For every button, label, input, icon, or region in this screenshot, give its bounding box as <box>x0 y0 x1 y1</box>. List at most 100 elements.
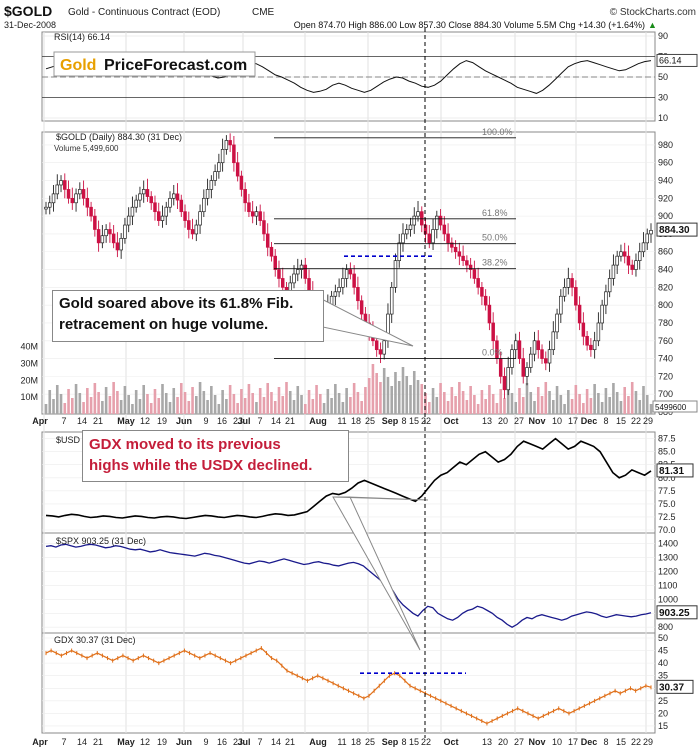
volume-bar <box>97 392 100 414</box>
volume-bar <box>172 388 176 414</box>
spx-title: $SPX 903.25 (31 Dec) <box>56 536 146 546</box>
gold-candle-body <box>592 340 597 351</box>
volume-bar <box>499 389 502 414</box>
x-tick-label-top: Jun <box>176 416 192 426</box>
x-tick-label-top: 8 <box>603 416 608 426</box>
fib-label: 61.8% <box>482 208 508 218</box>
gold-candle-body <box>115 242 120 251</box>
volume-bar <box>345 388 348 414</box>
volume-bar <box>48 390 52 414</box>
gold-tick-label: 840 <box>658 265 673 275</box>
gold-candle-body <box>55 184 60 195</box>
volume-bar <box>93 383 97 414</box>
gold-candle-body <box>547 349 552 364</box>
x-tick-label-bottom: 9 <box>203 737 208 747</box>
volume-bar <box>210 386 213 414</box>
spx-tick-label: 1200 <box>658 566 678 576</box>
volume-bar <box>619 401 623 414</box>
fib-label: 100.0% <box>482 127 513 137</box>
volume-bar <box>315 385 318 414</box>
volume-last-label: 5499600 <box>655 403 687 412</box>
volume-bar <box>608 397 611 414</box>
gold-candle-body <box>551 331 556 351</box>
volume-bar <box>202 391 206 414</box>
volume-bar <box>548 391 551 414</box>
volume-bar <box>450 387 454 414</box>
rsi-title: RSI(14) 66.14 <box>54 32 110 42</box>
x-tick-label-top: 20 <box>498 416 508 426</box>
gdx-annotation-box: GDX moved to its previous highs while th… <box>82 430 349 482</box>
gdx-annotation-pointer-2 <box>332 496 429 501</box>
x-tick-label-bottom: 7 <box>61 737 66 747</box>
gdx-tick-label: 15 <box>658 721 668 731</box>
gold-candle-body <box>581 322 586 337</box>
gold-candle-body <box>232 144 236 164</box>
x-tick-label-bottom: 22 <box>631 737 641 747</box>
volume-bar <box>379 382 382 414</box>
x-tick-label-top: 12 <box>140 416 150 426</box>
gdx-panel-frame <box>41 632 656 734</box>
gold-annotation-box: Gold soared above its 61.8% Fib. retrace… <box>52 290 324 342</box>
gold-candle-body <box>619 251 623 257</box>
gold-candle-body <box>435 215 439 230</box>
gold-candle-body <box>374 340 379 351</box>
volume-bar <box>146 394 149 414</box>
volume-bar <box>514 402 518 414</box>
gold-candle-body <box>213 171 217 181</box>
gold-candle-body <box>175 193 180 201</box>
x-tick-label-bottom: 23 <box>233 737 243 747</box>
x-tick-label-top: Sep <box>382 416 399 426</box>
volume-bar <box>525 383 529 414</box>
gold-panel-frame <box>41 131 656 415</box>
gold-candle-body <box>540 349 544 359</box>
gold-candle-body <box>194 224 199 235</box>
usd-tick-label: 72.5 <box>658 512 676 522</box>
x-tick-label-top: Dec <box>581 416 598 426</box>
gold-candle-body <box>341 278 345 288</box>
volume-bar <box>198 382 202 414</box>
gold-candle-body <box>104 229 108 237</box>
volume-bar <box>311 399 315 414</box>
volume-bar <box>521 397 525 414</box>
gold-candle-body <box>153 202 157 213</box>
gold-candle-body <box>250 211 255 217</box>
gold-candle-body <box>66 189 71 199</box>
gold-candle-body <box>44 206 48 210</box>
gold-candle-body <box>352 273 356 288</box>
gold-candle-body <box>480 287 484 297</box>
gold-candle-body <box>344 269 349 279</box>
spx-tick-label: 1000 <box>658 594 678 604</box>
gold-candle-body <box>453 246 458 253</box>
gold-candle-body <box>228 140 232 146</box>
volume-bar <box>645 395 649 414</box>
volume-bar <box>127 395 130 414</box>
volume-bar <box>123 386 127 414</box>
spx-line <box>45 543 652 628</box>
volume-bar <box>195 396 198 414</box>
gold-tick-label: 780 <box>658 318 673 328</box>
volume-bar <box>292 400 296 414</box>
gold-candle-body <box>187 220 191 230</box>
volume-bar <box>281 396 285 414</box>
gold-candle-body <box>138 193 142 201</box>
volume-bar <box>476 404 480 414</box>
gold-candle-body <box>337 287 341 293</box>
gold-candle-body <box>566 278 571 288</box>
gold-candle-body <box>634 260 638 270</box>
gold-candle-body <box>389 287 394 315</box>
volume-bar <box>108 396 112 414</box>
gold-candle-body <box>450 242 454 248</box>
volume-bar <box>435 397 439 414</box>
gold-candle-body <box>126 215 131 226</box>
gold-tick-label: 740 <box>658 354 673 364</box>
usd-tick-label: 80.0 <box>658 473 676 483</box>
x-tick-label-bottom: Nov <box>528 737 545 747</box>
volume-bar <box>544 382 548 414</box>
gold-candle-body <box>217 162 221 172</box>
gold-tick-label: 900 <box>658 211 673 221</box>
volume-bar <box>266 383 270 414</box>
gold-candle-body <box>190 229 195 235</box>
x-tick-label-bottom: 15 <box>409 737 419 747</box>
gold-candle-body <box>172 193 176 199</box>
